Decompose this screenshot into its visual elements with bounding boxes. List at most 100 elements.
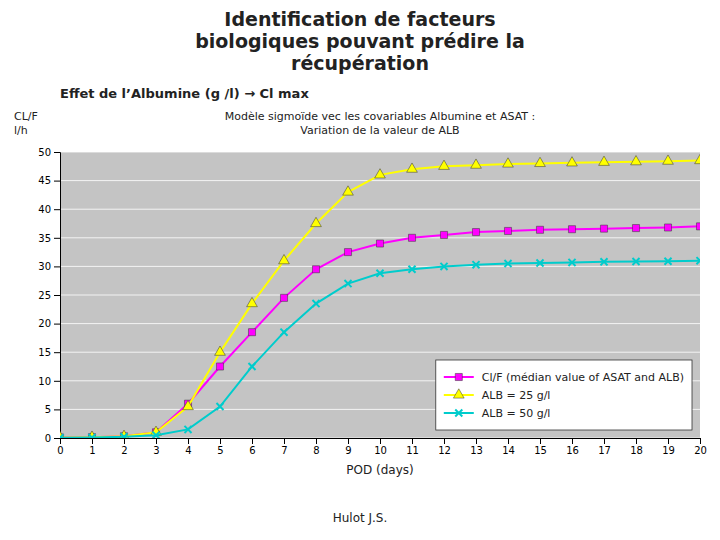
tick: 19 — [662, 438, 675, 456]
tick-mark — [54, 409, 60, 410]
tick-mark — [572, 438, 573, 444]
marker — [664, 258, 671, 265]
axis-line — [61, 439, 701, 445]
marker — [407, 163, 418, 172]
marker — [184, 426, 191, 433]
tick-mark — [54, 152, 60, 153]
marker — [183, 400, 194, 409]
tick-label: 25 — [38, 290, 51, 301]
tick-label: 7 — [281, 445, 287, 456]
tick: 15 — [38, 347, 60, 358]
tick-label: 8 — [313, 445, 319, 456]
grid-line — [60, 209, 700, 210]
marker — [279, 254, 290, 263]
tick-mark — [284, 438, 285, 444]
tick-label: 15 — [534, 445, 547, 456]
marker — [88, 434, 95, 438]
marker — [472, 229, 479, 236]
line — [60, 161, 700, 438]
tick-label: 5 — [217, 445, 223, 456]
y-axis: 05101520253035404550 — [38, 147, 60, 444]
marker — [280, 294, 287, 301]
tick: 14 — [502, 438, 515, 456]
marker — [503, 158, 514, 167]
tick: 45 — [38, 175, 60, 186]
marker — [376, 270, 383, 277]
tick-mark — [348, 438, 349, 444]
title-line: biologiques pouvant prédire la — [195, 30, 525, 52]
marker — [248, 363, 255, 370]
tick-mark — [604, 438, 605, 444]
marker — [535, 157, 546, 166]
tick: 9 — [345, 438, 351, 456]
marker — [568, 226, 575, 233]
grid-line — [60, 323, 700, 324]
tick-mark — [508, 438, 509, 444]
tick-label: 17 — [598, 445, 611, 456]
marker — [504, 260, 511, 267]
tick-label: 3 — [153, 445, 159, 456]
line — [60, 226, 700, 437]
tick: 35 — [38, 233, 60, 244]
tick-label: 2 — [121, 445, 127, 456]
marker — [664, 224, 671, 231]
grid — [60, 152, 700, 438]
tick-label: 10 — [38, 376, 51, 387]
marker — [632, 225, 639, 232]
tick: 8 — [313, 438, 319, 456]
tick: 10 — [38, 376, 60, 387]
marker — [599, 156, 610, 165]
grid-line — [60, 237, 700, 238]
line — [60, 261, 700, 438]
marker — [600, 225, 607, 232]
marker — [632, 258, 639, 265]
marker — [408, 234, 415, 241]
series — [60, 257, 700, 438]
tick-label: 12 — [438, 445, 451, 456]
tick: 12 — [438, 438, 451, 456]
tick-label: 15 — [38, 347, 51, 358]
legend-entry: ALB = 25 g/l — [444, 389, 551, 402]
marker — [696, 223, 700, 230]
tick-mark — [700, 438, 701, 444]
marker — [375, 169, 386, 178]
marker — [312, 300, 319, 307]
tick-mark — [54, 181, 60, 182]
tick: 20 — [694, 438, 707, 456]
tick-label: 1 — [89, 445, 95, 456]
tick-mark — [444, 438, 445, 444]
marker — [280, 329, 287, 336]
marker — [343, 186, 354, 195]
tick: 15 — [534, 438, 547, 456]
legend: Cl/F (médian value of ASAT and ALB) ALB =… — [436, 360, 692, 430]
annotation: Variation de la valeur de ALB — [300, 124, 459, 137]
grid-line — [60, 352, 700, 353]
series — [60, 154, 700, 438]
tick-label: 4 — [185, 445, 191, 456]
marker — [696, 257, 700, 264]
tick-mark — [54, 438, 60, 439]
tick: 18 — [630, 438, 643, 456]
tick-mark — [92, 438, 93, 444]
legend-label: ALB = 25 g/l — [482, 389, 551, 402]
y-axis-label: CL/Fl/h — [14, 110, 38, 137]
marker — [311, 217, 322, 226]
grid-line — [60, 295, 700, 296]
marker — [376, 240, 383, 247]
marker — [248, 329, 255, 336]
legend-label: Cl/F (médian value of ASAT and ALB) — [482, 371, 684, 384]
marker — [216, 403, 223, 410]
tick-mark — [636, 438, 637, 444]
tick-label: 5 — [45, 404, 51, 415]
tick-mark — [156, 438, 157, 444]
tick: 0 — [57, 438, 63, 456]
marker — [215, 346, 226, 355]
tick-mark — [540, 438, 541, 444]
tick-mark — [668, 438, 669, 444]
grid-line — [60, 266, 700, 267]
marker — [312, 266, 319, 273]
tick-mark — [476, 438, 477, 444]
tick-label: 19 — [662, 445, 675, 456]
title-line: récupération — [291, 52, 429, 74]
legend-label: ALB = 50 g/l — [482, 407, 551, 420]
